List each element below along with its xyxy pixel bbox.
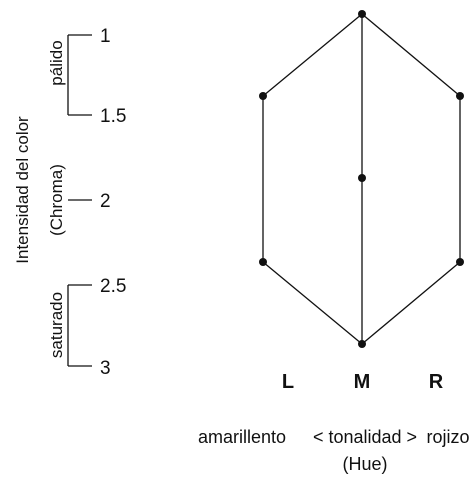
hue-sub-label: (Hue): [342, 454, 387, 474]
node-r-lower: [456, 258, 464, 266]
chroma-tick-labels: 1 1.5 2 2.5 3: [100, 26, 126, 379]
hue-labels: amarillento < tonalidad > rojizo (Hue): [198, 427, 470, 474]
node-l-lower: [259, 258, 267, 266]
hue-right-label: rojizo: [426, 427, 469, 447]
tick-label-2-5: 2.5: [100, 276, 126, 297]
node-m-middle: [358, 174, 366, 182]
column-labels: L M R: [282, 371, 444, 393]
scale-subtitle: (Chroma): [47, 164, 66, 236]
hue-center-label: < tonalidad >: [313, 427, 417, 447]
edge-bottom-right: [361, 261, 461, 345]
scale-title: Intensidad del color: [13, 116, 32, 264]
node-m-top: [358, 10, 366, 18]
tick-label-3: 3: [100, 358, 111, 379]
node-r-upper: [456, 92, 464, 100]
column-label-r: R: [429, 371, 444, 393]
column-label-m: M: [354, 371, 371, 393]
hexagon-nodes: [259, 10, 464, 348]
tick-label-1-5: 1.5: [100, 106, 126, 127]
node-l-upper: [259, 92, 267, 100]
chroma-scale: [67, 34, 92, 367]
node-m-bottom: [358, 340, 366, 348]
column-label-l: L: [282, 371, 294, 393]
edge-top-left: [262, 13, 363, 97]
edge-bottom-left: [262, 261, 363, 345]
edge-top-right: [361, 13, 461, 97]
hue-left-label: amarillento: [198, 427, 286, 447]
saturado-label: saturado: [47, 292, 66, 358]
tick-label-1: 1: [100, 26, 111, 47]
palido-label: pálido: [47, 40, 66, 85]
tick-label-2: 2: [100, 191, 111, 212]
